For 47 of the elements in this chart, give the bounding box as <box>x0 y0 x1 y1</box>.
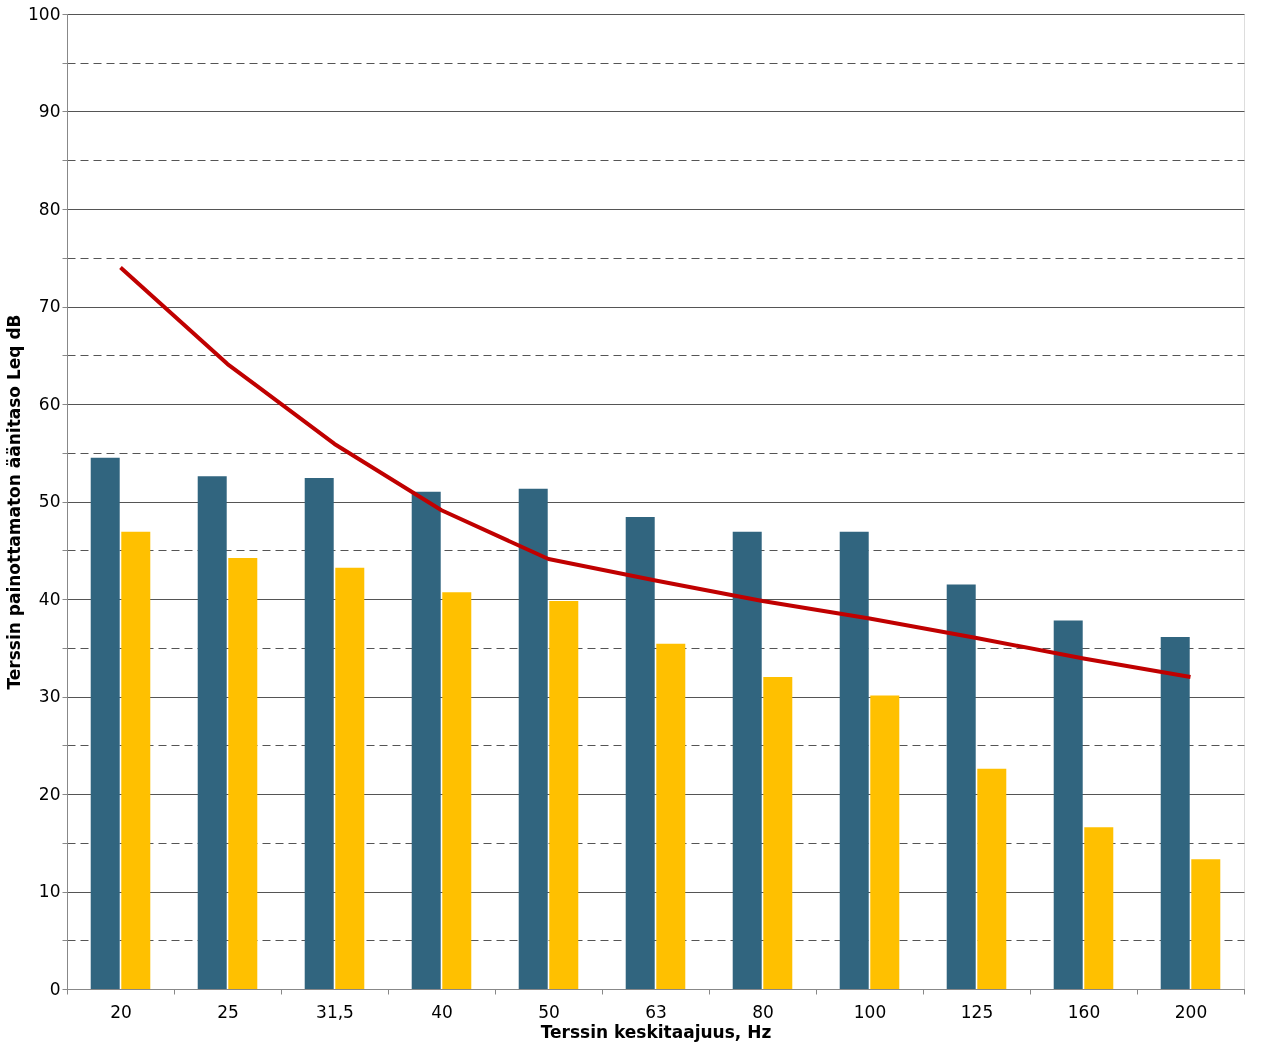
bar <box>1053 620 1083 989</box>
bar <box>411 491 441 989</box>
y-tick-label: 80 <box>38 198 61 219</box>
y-tick-label: 50 <box>38 491 61 511</box>
x-tick-label: 200 <box>1174 1001 1208 1022</box>
bar <box>656 643 686 989</box>
x-tick-label: 40 <box>431 1001 453 1022</box>
y-tick-label: 0 <box>49 978 61 999</box>
bar <box>1160 637 1190 989</box>
bar <box>90 457 120 989</box>
bar <box>977 768 1007 989</box>
bar <box>625 517 655 989</box>
y-tick-label: 60 <box>38 393 61 414</box>
x-tick-label: 125 <box>960 1001 994 1022</box>
y-tick-label: 10 <box>38 881 61 901</box>
x-tick-label: 31,5 <box>316 1001 354 1022</box>
y-tick-label: 90 <box>38 101 61 121</box>
x-tick-label: 25 <box>217 1001 239 1022</box>
bar <box>549 600 579 989</box>
bar <box>228 558 258 989</box>
x-tick-label: 80 <box>752 1001 774 1022</box>
bar <box>870 695 900 989</box>
y-axis-title: Terssin painottamaton äänitaso Leq dB <box>4 314 25 690</box>
y-tick-label: 30 <box>38 686 61 706</box>
bar <box>197 476 227 989</box>
x-tick-label: 160 <box>1067 1001 1101 1022</box>
bar <box>518 488 548 989</box>
x-tick-label: 20 <box>110 1001 132 1022</box>
bar <box>335 567 365 989</box>
bar <box>442 592 472 989</box>
bar <box>763 677 793 989</box>
x-axis-title: Terssin keskitaajuus, Hz <box>540 1021 772 1042</box>
bar <box>304 478 334 989</box>
x-tick-label: 63 <box>645 1001 667 1022</box>
bar <box>732 531 762 989</box>
line-series <box>118 265 1193 679</box>
y-tick-label: 40 <box>38 588 61 609</box>
bar <box>121 531 151 989</box>
x-tick-label: 100 <box>853 1001 887 1022</box>
bar <box>946 584 976 989</box>
y-tick-label: 100 <box>28 3 61 24</box>
y-tick-label: 70 <box>38 296 61 316</box>
bar <box>1084 827 1114 989</box>
x-tick-label: 50 <box>538 1001 560 1022</box>
bar <box>1191 859 1221 989</box>
y-tick-label: 20 <box>38 783 61 804</box>
bar <box>839 531 869 989</box>
